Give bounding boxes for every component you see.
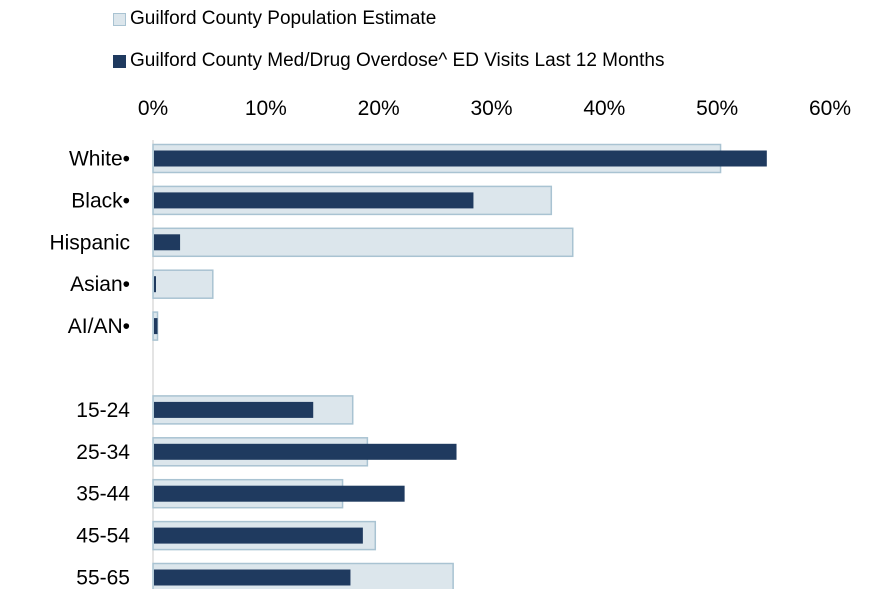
x-tick-label: 60% — [809, 97, 851, 120]
category-label: Asian• — [70, 273, 130, 296]
x-tick-label: 20% — [358, 97, 400, 120]
category-label: 55-65 — [76, 567, 130, 589]
legend-label-overdose: Guilford County Med/Drug Overdose^ ED Vi… — [130, 50, 665, 71]
legend-item-population: Guilford County Population Estimate — [113, 8, 436, 30]
bar-overdose — [154, 318, 158, 335]
x-tick-label: 30% — [470, 97, 512, 120]
category-label: 15-24 — [76, 399, 130, 422]
x-tick-label: 50% — [696, 97, 738, 120]
bar-overdose — [154, 234, 181, 251]
bar-overdose — [154, 150, 767, 167]
legend-swatch-population — [113, 12, 126, 26]
category-label: 45-54 — [76, 525, 130, 548]
bar-overdose — [154, 443, 457, 460]
category-label: AI/AN• — [68, 315, 130, 338]
x-tick-label: 40% — [583, 97, 625, 120]
bar-population — [152, 227, 574, 258]
legend-swatch-overdose — [113, 54, 126, 68]
bar-overdose — [154, 485, 405, 502]
category-label: White• — [69, 148, 130, 171]
bar-overdose — [154, 527, 363, 544]
bar-overdose — [154, 401, 314, 418]
x-tick-label: 0% — [138, 97, 168, 120]
bar-population — [152, 269, 214, 299]
category-label: Black• — [71, 189, 130, 212]
legend-item-overdose: Guilford County Med/Drug Overdose^ ED Vi… — [113, 50, 664, 72]
legend-label-population: Guilford County Population Estimate — [130, 8, 437, 29]
category-label: 25-34 — [76, 441, 130, 464]
category-label: 35-44 — [76, 483, 130, 506]
bar-overdose — [154, 276, 156, 293]
bar-overdose — [154, 569, 351, 586]
x-tick-label: 10% — [245, 97, 287, 120]
category-label: Hispanic — [49, 231, 130, 254]
bar-overdose — [154, 192, 474, 209]
